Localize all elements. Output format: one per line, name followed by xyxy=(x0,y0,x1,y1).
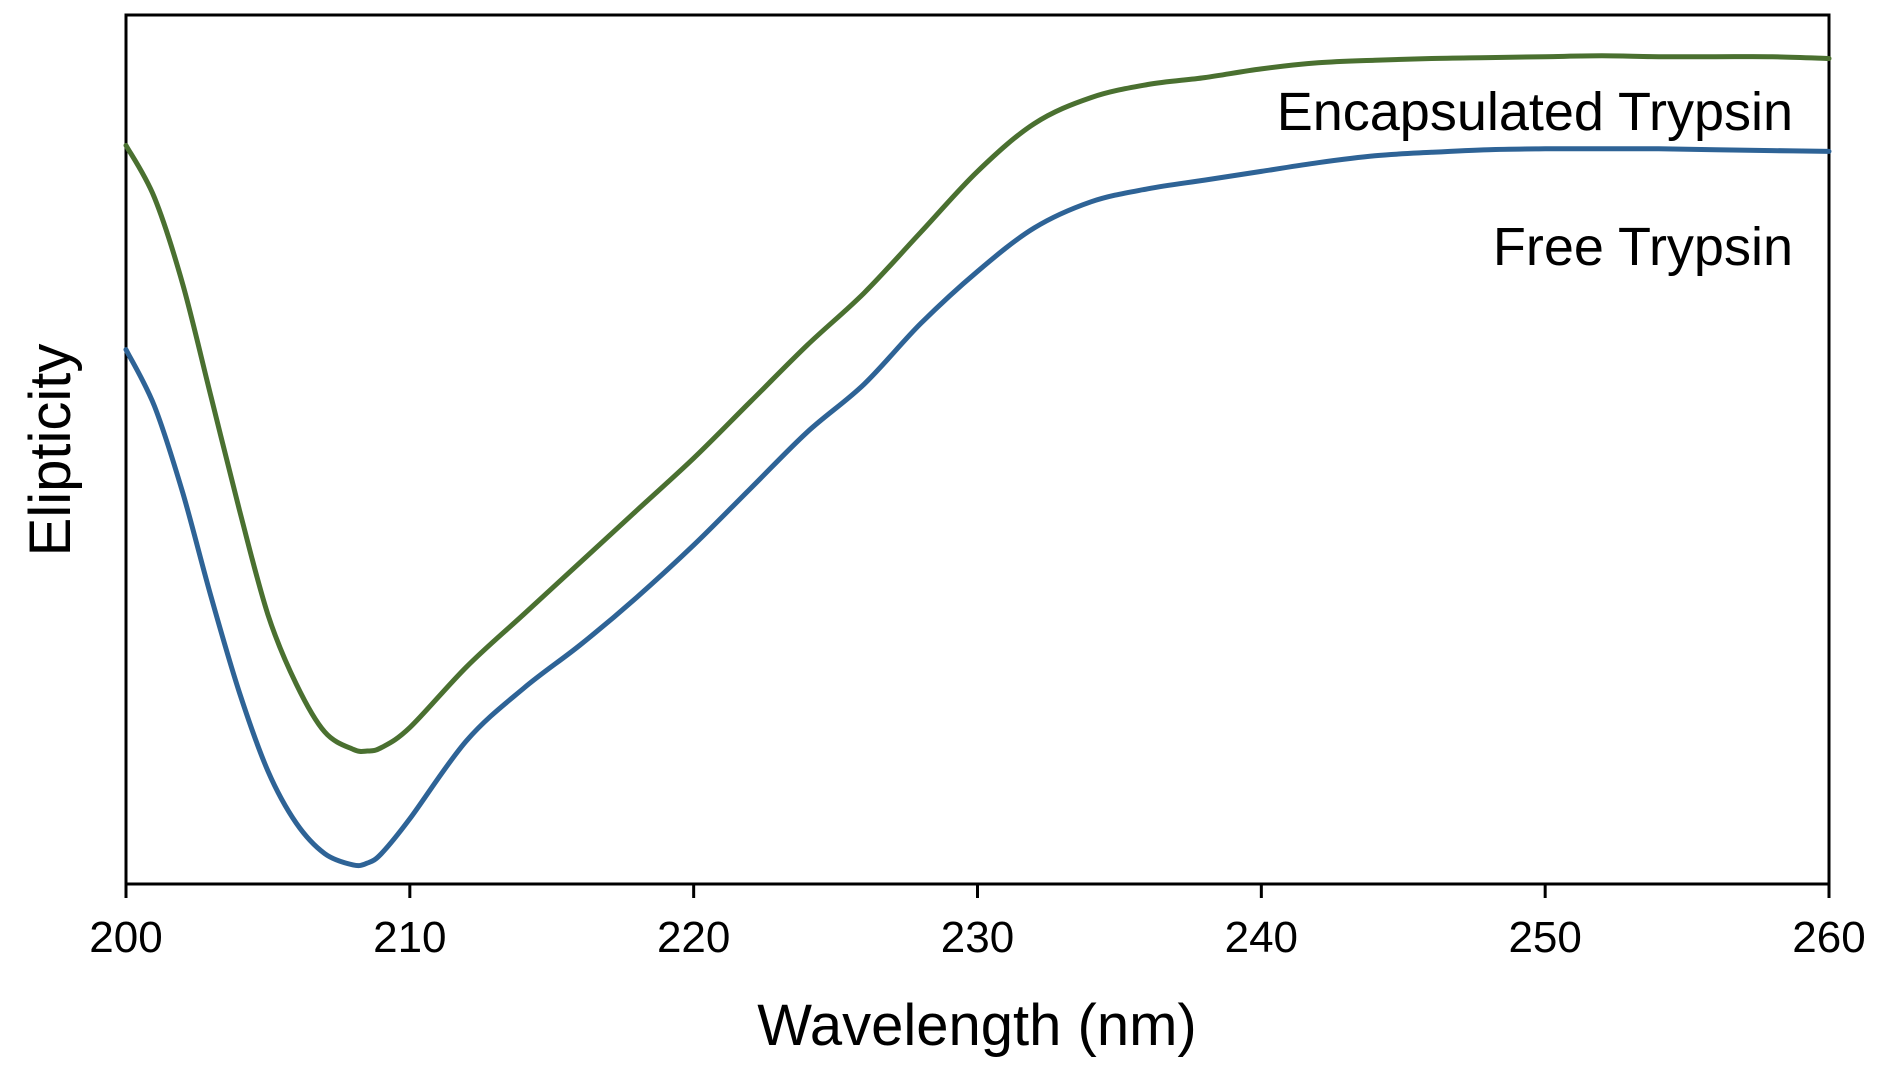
x-tick-label-220: 220 xyxy=(657,913,730,962)
x-axis-title: Wavelength (nm) xyxy=(757,993,1196,1058)
series-line-encapsulated-trypsin xyxy=(123,53,1832,754)
series-line-free-trypsin xyxy=(123,146,1832,869)
series-lines xyxy=(123,53,1832,869)
series-label-free: Free Trypsin xyxy=(1493,217,1793,277)
x-tick-label-230: 230 xyxy=(941,913,1014,962)
x-tick-label-250: 250 xyxy=(1508,913,1581,962)
x-tick-label-240: 240 xyxy=(1225,913,1298,962)
y-axis-title: Elipticity xyxy=(18,344,83,557)
plot-frame xyxy=(124,13,1831,886)
x-tick-label-210: 210 xyxy=(373,913,446,962)
x-tick-label-260: 260 xyxy=(1792,913,1865,962)
series-label-encapsulated: Encapsulated Trypsin xyxy=(1277,82,1793,142)
x-tick-label-200: 200 xyxy=(89,913,162,962)
x-axis-ticks: 200 210 220 230 240 250 260 xyxy=(89,884,1866,962)
